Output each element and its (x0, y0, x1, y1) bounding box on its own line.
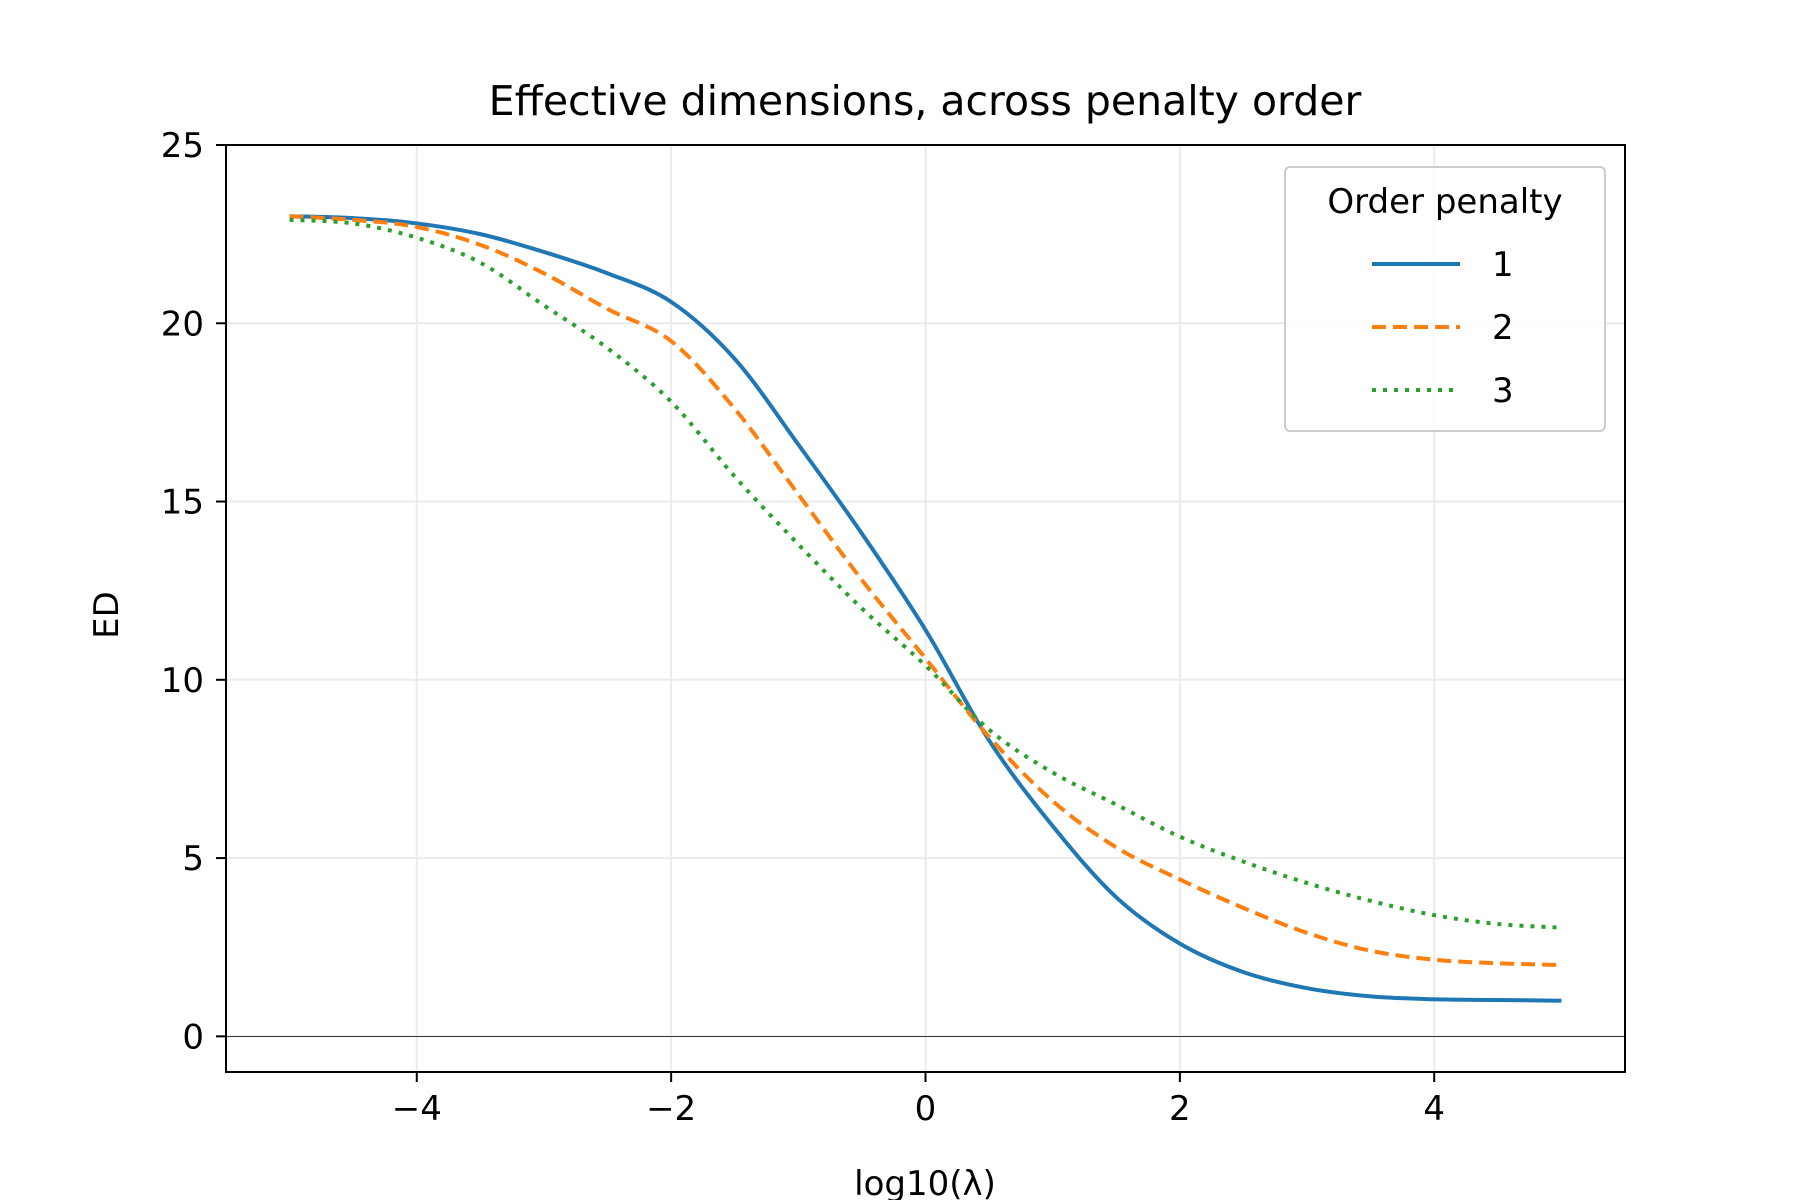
y-tick-label: 10 (161, 661, 204, 701)
legend-label-2: 2 (1492, 308, 1514, 348)
ticks: −4 −2 0 2 4 0 5 10 15 20 25 (161, 126, 1445, 1129)
legend-box (1284, 166, 1606, 432)
legend: Order penalty 1 2 3 (1284, 166, 1606, 432)
y-tick-label: 15 (161, 483, 204, 523)
x-tick-label: 4 (1423, 1089, 1445, 1129)
y-axis-label: ED (87, 591, 127, 639)
chart-title: Effective dimensions, across penalty ord… (489, 77, 1362, 125)
legend-label-1: 1 (1492, 245, 1514, 285)
series-layer (289, 214, 1562, 1003)
legend-label-3: 3 (1492, 371, 1514, 411)
y-tick-label: 0 (182, 1017, 204, 1057)
series-line-3 (289, 217, 1562, 930)
x-tick-label: 0 (915, 1089, 937, 1129)
legend-title: Order penalty (1327, 182, 1562, 222)
x-axis-label: log10(λ) (854, 1164, 996, 1200)
x-tick-label: −2 (646, 1089, 696, 1129)
legend-entries: 1 2 3 (1372, 245, 1514, 411)
series-line-2 (289, 214, 1562, 968)
series-line-1 (289, 214, 1562, 1003)
y-tick-label: 5 (182, 839, 204, 879)
x-tick-label: 2 (1169, 1089, 1191, 1129)
x-tick-label: −4 (392, 1089, 442, 1129)
y-tick-label: 25 (161, 126, 204, 166)
y-tick-label: 20 (161, 304, 204, 344)
